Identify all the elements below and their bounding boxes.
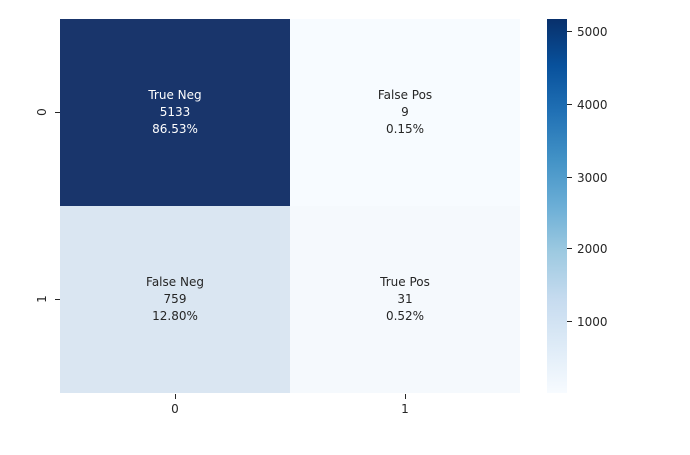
y-tick-label-0: 0 [35,108,49,116]
x-tick-mark-1 [405,394,406,399]
x-tick-label-1: 1 [401,402,409,416]
cell-false-neg: False Neg 759 12.80% [60,206,290,393]
cell-percent: 12.80% [152,309,198,323]
y-tick-mark-1 [55,299,60,300]
colorbar-gradient [547,19,567,393]
colorbar-tick-5000 [567,31,572,32]
colorbar-label-2000: 2000 [577,242,608,256]
y-tick-label-1: 1 [35,295,49,303]
colorbar-label-5000: 5000 [577,25,608,39]
colorbar-label-4000: 4000 [577,98,608,112]
x-tick-mark-0 [175,394,176,399]
cell-count: 9 [401,105,409,119]
colorbar-tick-3000 [567,177,572,178]
colorbar-tick-2000 [567,248,572,249]
cell-percent: 0.52% [385,309,425,323]
heatmap-grid: True Neg 5133 86.53% False Pos 9 0.15% F… [60,19,520,393]
cell-percent: 0.15% [385,122,425,136]
cell-count: 5133 [159,105,191,119]
cell-true-neg: True Neg 5133 86.53% [60,19,290,206]
cell-count: 31 [397,292,413,306]
cell-count: 759 [163,292,187,306]
x-tick-label-0: 0 [171,402,179,416]
cell-label: False Pos [377,88,433,102]
cell-false-pos: False Pos 9 0.15% [290,19,520,206]
colorbar-tick-4000 [567,104,572,105]
cell-true-pos: True Pos 31 0.52% [290,206,520,393]
cell-label: False Neg [146,275,204,289]
y-tick-mark-0 [55,112,60,113]
colorbar-tick-1000 [567,321,572,322]
colorbar-label-1000: 1000 [577,315,608,329]
cell-percent: 86.53% [152,122,198,136]
cell-label: True Pos [380,275,430,289]
cell-label: True Neg [148,88,202,102]
colorbar-label-3000: 3000 [577,171,608,185]
